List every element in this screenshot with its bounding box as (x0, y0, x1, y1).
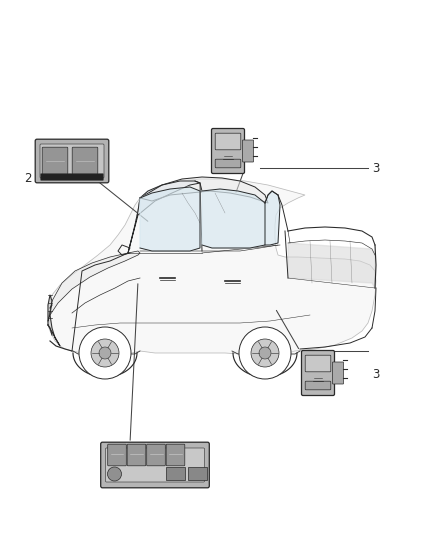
FancyBboxPatch shape (166, 467, 186, 481)
FancyBboxPatch shape (127, 444, 146, 466)
Text: 1: 1 (195, 458, 202, 472)
FancyBboxPatch shape (215, 133, 241, 150)
Polygon shape (48, 295, 60, 346)
FancyBboxPatch shape (305, 355, 331, 372)
Circle shape (251, 339, 279, 367)
Text: 3: 3 (372, 161, 379, 174)
Text: 3: 3 (372, 368, 379, 382)
FancyBboxPatch shape (72, 147, 98, 174)
Polygon shape (202, 189, 265, 248)
Polygon shape (288, 243, 375, 288)
FancyBboxPatch shape (40, 144, 104, 178)
FancyBboxPatch shape (188, 467, 208, 481)
Polygon shape (265, 191, 280, 245)
Circle shape (79, 327, 131, 379)
FancyBboxPatch shape (108, 444, 126, 466)
FancyBboxPatch shape (166, 444, 185, 466)
FancyBboxPatch shape (41, 174, 103, 180)
Polygon shape (48, 179, 376, 355)
FancyBboxPatch shape (305, 381, 331, 390)
Text: 2: 2 (24, 172, 32, 184)
FancyBboxPatch shape (332, 362, 343, 384)
FancyBboxPatch shape (301, 351, 335, 395)
FancyBboxPatch shape (35, 139, 109, 183)
FancyBboxPatch shape (215, 159, 241, 168)
FancyBboxPatch shape (147, 444, 165, 466)
FancyBboxPatch shape (42, 147, 68, 174)
Circle shape (91, 339, 119, 367)
Circle shape (99, 347, 111, 359)
FancyBboxPatch shape (101, 442, 209, 488)
FancyBboxPatch shape (243, 140, 254, 162)
Circle shape (259, 347, 271, 359)
Polygon shape (140, 187, 200, 251)
Polygon shape (140, 177, 268, 203)
FancyBboxPatch shape (212, 128, 244, 174)
Circle shape (107, 467, 121, 481)
FancyBboxPatch shape (106, 448, 205, 482)
Polygon shape (128, 181, 200, 253)
Circle shape (239, 327, 291, 379)
Polygon shape (48, 251, 140, 321)
